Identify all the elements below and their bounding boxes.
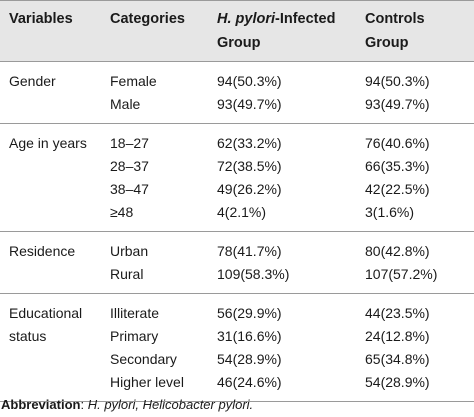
cell-line: 94(50.3%)	[365, 73, 430, 89]
cell-line: Female	[110, 73, 157, 89]
cell-line: 4(2.1%)	[217, 204, 267, 220]
cell-line: 38–47	[110, 181, 149, 197]
controls-cell: 76(40.6%) 66(35.3%) 42(22.5%) 3(1.6%)	[358, 123, 474, 232]
header-controls-line1: Controls	[365, 11, 425, 27]
infected-cell: 56(29.9%) 31(16.6%) 54(28.9%) 46(24.6%)	[207, 293, 358, 402]
cell-line: Urban	[110, 243, 149, 259]
controls-cell: 80(42.8%) 107(57.2%)	[358, 231, 474, 294]
cell-line: Educational	[9, 305, 83, 321]
cell-line: 24(12.8%)	[365, 328, 430, 344]
cell-line: 109(58.3%)	[217, 266, 290, 282]
variable-cell: Gender	[0, 61, 100, 124]
cell-line: 94(50.3%)	[217, 73, 282, 89]
cell-line: Secondary	[110, 351, 177, 367]
header-infected-line2: Group	[217, 35, 261, 51]
header-infected-rest: -Infected	[275, 11, 336, 27]
cell-line: 65(34.8%)	[365, 351, 430, 367]
infected-cell: 94(50.3%) 93(49.7%)	[207, 61, 358, 124]
table-row: Gender Female Male 94(50.3%) 93(49.7%) 94(50.…	[0, 61, 474, 124]
cell-line: 3(1.6%)	[365, 204, 415, 220]
header-infected-group: H. pylori-Infected Group	[207, 0, 358, 62]
category-cell: Illiterate Primary Secondary Higher level	[100, 293, 207, 402]
cell-line: status	[9, 328, 47, 344]
cell-line: 46(24.6%)	[217, 374, 282, 390]
header-controls-line2: Group	[365, 35, 409, 51]
header-controls-group: Controls Group	[358, 0, 474, 62]
table-row: Educational status Illiterate Primary Second…	[0, 293, 474, 402]
cell-line: Gender	[9, 73, 56, 89]
cell-line: 66(35.3%)	[365, 158, 430, 174]
cell-line: 107(57.2%)	[365, 266, 438, 282]
category-cell: Female Male	[100, 61, 207, 124]
table-row: Residence Urban Rural 78(41.7%) 109(58.3%) 80…	[0, 231, 474, 294]
cell-line: 49(26.2%)	[217, 181, 282, 197]
header-infected-italic: H. pylori	[217, 11, 276, 27]
cell-line: Male	[110, 96, 141, 112]
variable-cell: Age in years	[0, 123, 100, 232]
footnote-text: H. pylori, Helicobacter pylori.	[87, 397, 254, 412]
cell-line: Primary	[110, 328, 159, 344]
cell-line: 93(49.7%)	[365, 96, 430, 112]
cell-line: Higher level	[110, 374, 184, 390]
cell-line: Rural	[110, 266, 144, 282]
category-cell: Urban Rural	[100, 231, 207, 294]
cell-line: Illiterate	[110, 305, 160, 321]
header-categories: Categories	[100, 0, 207, 62]
variable-cell: Residence	[0, 231, 100, 294]
controls-cell: 44(23.5%) 24(12.8%) 65(34.8%) 54(28.9%)	[358, 293, 474, 402]
cell-line: 62(33.2%)	[217, 135, 282, 151]
cell-line: 42(22.5%)	[365, 181, 430, 197]
cell-line: 80(42.8%)	[365, 243, 430, 259]
cell-line: Residence	[9, 243, 76, 259]
cell-line: 31(16.6%)	[217, 328, 282, 344]
cell-line: 18–27	[110, 135, 149, 151]
cell-line: 28–37	[110, 158, 149, 174]
cell-line: 76(40.6%)	[365, 135, 430, 151]
table-header-row: Variables Categories H. pylori-Infected G…	[0, 0, 474, 62]
cell-line: ≥48	[110, 204, 134, 220]
cell-line: 72(38.5%)	[217, 158, 282, 174]
cell-line: 93(49.7%)	[217, 96, 282, 112]
cell-line: 78(41.7%)	[217, 243, 282, 259]
category-cell: 18–27 28–37 38–47 ≥48	[100, 123, 207, 232]
table-row: Age in years 18–27 28–37 38–47 ≥48 62(33.2%) 7…	[0, 123, 474, 232]
cell-line: Age in years	[9, 135, 87, 151]
cell-line: 54(28.9%)	[217, 351, 282, 367]
footnote: Abbreviation: H. pylori, Helicobacter py…	[1, 396, 253, 414]
cell-line: 54(28.9%)	[365, 374, 430, 390]
controls-cell: 94(50.3%) 93(49.7%)	[358, 61, 474, 124]
variable-cell: Educational status	[0, 293, 100, 402]
cell-line: 56(29.9%)	[217, 305, 282, 321]
cell-line: 44(23.5%)	[365, 305, 430, 321]
footnote-separator: :	[80, 397, 88, 412]
header-variables: Variables	[0, 0, 100, 62]
infected-cell: 78(41.7%) 109(58.3%)	[207, 231, 358, 294]
characteristics-table: Variables Categories H. pylori-Infected G…	[0, 0, 474, 402]
infected-cell: 62(33.2%) 72(38.5%) 49(26.2%) 4(2.1%)	[207, 123, 358, 232]
footnote-label: Abbreviation	[1, 397, 81, 412]
